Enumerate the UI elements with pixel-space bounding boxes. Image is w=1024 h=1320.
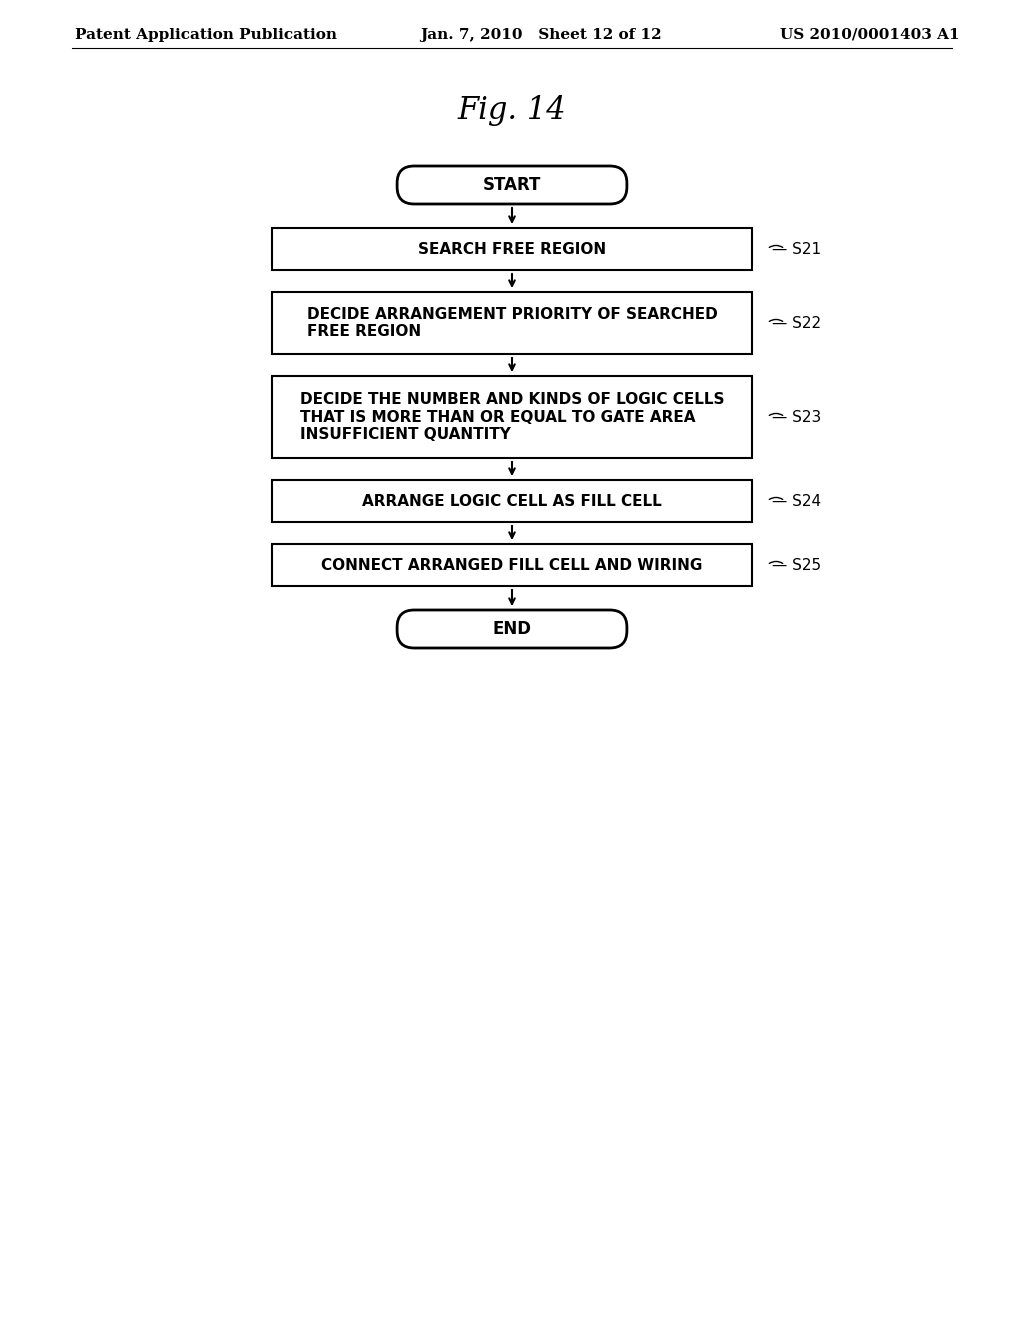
Text: Fig. 14: Fig. 14 xyxy=(458,95,566,125)
Text: ARRANGE LOGIC CELL AS FILL CELL: ARRANGE LOGIC CELL AS FILL CELL xyxy=(362,494,662,508)
Text: DECIDE THE NUMBER AND KINDS OF LOGIC CELLS
THAT IS MORE THAN OR EQUAL TO GATE AR: DECIDE THE NUMBER AND KINDS OF LOGIC CEL… xyxy=(300,392,724,442)
Text: — S21: — S21 xyxy=(772,242,821,256)
Text: US 2010/0001403 A1: US 2010/0001403 A1 xyxy=(780,28,959,42)
Text: Jan. 7, 2010   Sheet 12 of 12: Jan. 7, 2010 Sheet 12 of 12 xyxy=(420,28,662,42)
Text: — S25: — S25 xyxy=(772,557,821,573)
FancyBboxPatch shape xyxy=(397,610,627,648)
Bar xyxy=(272,480,752,521)
Text: — S22: — S22 xyxy=(772,315,821,330)
Text: CONNECT ARRANGED FILL CELL AND WIRING: CONNECT ARRANGED FILL CELL AND WIRING xyxy=(322,557,702,573)
Text: START: START xyxy=(482,176,542,194)
Text: — S23: — S23 xyxy=(772,409,821,425)
FancyBboxPatch shape xyxy=(397,166,627,205)
Text: — S24: — S24 xyxy=(772,494,821,508)
Bar xyxy=(272,376,752,458)
Text: Patent Application Publication: Patent Application Publication xyxy=(75,28,337,42)
Text: SEARCH FREE REGION: SEARCH FREE REGION xyxy=(418,242,606,256)
Text: DECIDE ARRANGEMENT PRIORITY OF SEARCHED
FREE REGION: DECIDE ARRANGEMENT PRIORITY OF SEARCHED … xyxy=(306,306,718,339)
Bar xyxy=(272,292,752,354)
Bar xyxy=(272,228,752,271)
Bar xyxy=(272,544,752,586)
Text: END: END xyxy=(493,620,531,638)
